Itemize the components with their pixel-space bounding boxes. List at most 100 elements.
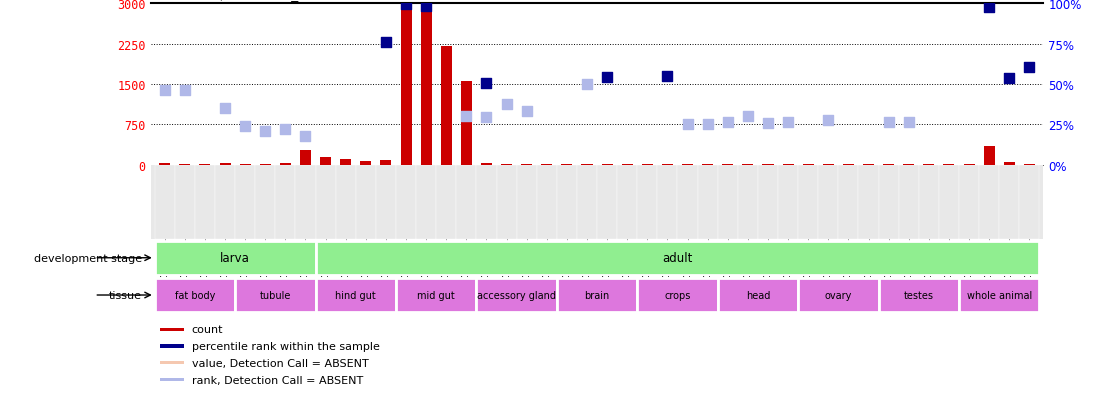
Bar — [637, 278, 718, 312]
Bar — [180, 164, 191, 165]
Bar — [1003, 162, 1014, 165]
Bar — [316, 165, 336, 240]
Bar — [336, 165, 356, 240]
Point — [1000, 76, 1018, 83]
Bar — [300, 151, 311, 165]
Point — [719, 119, 737, 126]
Bar — [320, 157, 331, 165]
Bar — [963, 164, 974, 165]
Bar — [276, 165, 296, 240]
Bar — [401, 5, 412, 165]
Bar — [762, 164, 773, 165]
Bar — [597, 165, 617, 240]
Bar — [155, 165, 175, 240]
Point — [779, 119, 797, 126]
Point — [899, 119, 917, 126]
Bar — [838, 165, 858, 240]
Bar — [662, 164, 673, 165]
Bar — [240, 164, 251, 165]
Bar — [702, 164, 713, 165]
Point — [478, 80, 496, 87]
Bar — [481, 164, 492, 165]
Bar — [155, 241, 316, 275]
Bar — [376, 165, 396, 240]
Text: count: count — [192, 324, 223, 334]
Bar — [235, 165, 256, 240]
Text: hind gut: hind gut — [336, 290, 376, 300]
Bar — [360, 162, 372, 165]
Bar — [898, 165, 918, 240]
Bar — [497, 165, 517, 240]
Bar — [260, 164, 271, 165]
Bar — [160, 378, 184, 382]
Point — [980, 5, 998, 12]
Bar — [602, 164, 613, 165]
Bar — [802, 164, 814, 165]
Bar — [356, 165, 376, 240]
Bar — [557, 278, 637, 312]
Bar — [722, 164, 733, 165]
Point — [257, 128, 275, 135]
Bar — [698, 165, 718, 240]
Text: tissue: tissue — [108, 290, 142, 300]
Bar — [617, 165, 637, 240]
Bar — [979, 165, 999, 240]
Text: value, Detection Call = ABSENT: value, Detection Call = ABSENT — [192, 358, 368, 368]
Point — [237, 123, 254, 130]
Point — [739, 114, 757, 120]
Text: development stage: development stage — [33, 253, 142, 263]
Point — [156, 88, 174, 95]
Bar — [718, 165, 738, 240]
Bar — [461, 81, 472, 165]
Bar — [999, 165, 1019, 240]
Bar — [561, 164, 573, 165]
Bar — [883, 164, 894, 165]
Bar — [622, 164, 633, 165]
Bar — [818, 165, 838, 240]
Bar — [381, 161, 392, 165]
Bar — [878, 165, 898, 240]
Bar — [517, 165, 537, 240]
Point — [297, 133, 315, 140]
Bar — [903, 164, 914, 165]
Text: brain: brain — [585, 290, 609, 300]
Text: crops: crops — [664, 290, 691, 300]
Bar — [918, 165, 939, 240]
Bar — [296, 165, 316, 240]
Bar — [220, 164, 231, 165]
Bar — [541, 164, 552, 165]
Bar — [1019, 165, 1039, 240]
Bar — [175, 165, 195, 240]
Point — [217, 106, 234, 112]
Bar — [441, 47, 452, 165]
Bar — [155, 278, 235, 312]
Bar — [160, 344, 184, 348]
Bar — [682, 164, 693, 165]
Point — [277, 126, 295, 133]
Bar — [256, 165, 276, 240]
Bar — [738, 165, 758, 240]
Bar — [456, 165, 477, 240]
Bar — [822, 164, 834, 165]
Point — [458, 114, 475, 120]
Text: testes: testes — [904, 290, 934, 300]
Point — [679, 122, 696, 128]
Bar — [316, 278, 396, 312]
Bar — [657, 165, 677, 240]
Point — [1020, 64, 1038, 71]
Point — [699, 122, 716, 128]
Text: ovary: ovary — [825, 290, 852, 300]
Point — [819, 117, 837, 124]
Point — [578, 82, 596, 88]
Bar — [396, 278, 477, 312]
Bar — [557, 165, 577, 240]
Bar — [878, 278, 959, 312]
Bar — [477, 278, 557, 312]
Text: percentile rank within the sample: percentile rank within the sample — [192, 341, 379, 351]
Text: tubule: tubule — [260, 290, 291, 300]
Bar — [798, 165, 818, 240]
Bar — [160, 164, 171, 165]
Bar — [160, 361, 184, 365]
Bar — [778, 165, 798, 240]
Bar — [843, 164, 854, 165]
